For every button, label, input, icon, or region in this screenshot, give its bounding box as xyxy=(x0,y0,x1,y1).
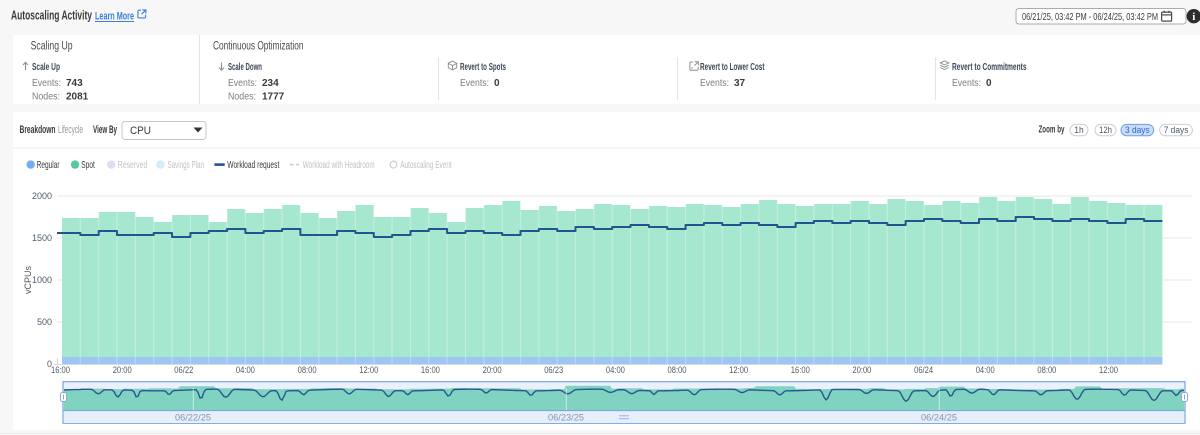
svg-text:06/22: 06/22 xyxy=(174,365,193,375)
svg-text:1500: 1500 xyxy=(32,233,52,243)
svg-text:20:00: 20:00 xyxy=(483,365,502,375)
svg-text:Zoom by: Zoom by xyxy=(1039,125,1065,136)
svg-text:16:00: 16:00 xyxy=(421,365,440,375)
svg-text:06/24/25: 06/24/25 xyxy=(921,412,957,423)
svg-text:7 days: 7 days xyxy=(1164,125,1189,136)
svg-text:Workload request: Workload request xyxy=(227,160,279,171)
svg-text:08:00: 08:00 xyxy=(298,365,317,375)
svg-text:04:00: 04:00 xyxy=(606,365,625,375)
svg-text:12:00: 12:00 xyxy=(729,365,748,375)
svg-text:Lifecycle: Lifecycle xyxy=(58,124,83,136)
svg-text:0: 0 xyxy=(494,78,500,89)
svg-text:04:00: 04:00 xyxy=(236,365,255,375)
svg-text:Continuous Optimization: Continuous Optimization xyxy=(213,40,304,52)
svg-text:Spot: Spot xyxy=(81,160,95,171)
svg-text:12h: 12h xyxy=(1099,125,1112,136)
svg-text:Revert to Lower Cost: Revert to Lower Cost xyxy=(700,61,765,73)
svg-text:Regular: Regular xyxy=(37,160,60,171)
svg-text:06/23: 06/23 xyxy=(544,365,563,375)
svg-text:View By: View By xyxy=(93,124,117,136)
svg-text:Savings Plan: Savings Plan xyxy=(168,160,205,171)
svg-text:Events:: Events: xyxy=(32,78,61,89)
svg-text:04:00: 04:00 xyxy=(976,365,995,375)
svg-text:Nodes:: Nodes: xyxy=(228,92,256,103)
svg-text:234: 234 xyxy=(262,78,279,89)
svg-text:Scale Down: Scale Down xyxy=(228,61,262,73)
svg-text:vCPUs: vCPUs xyxy=(23,266,33,295)
svg-text:16:00: 16:00 xyxy=(791,365,810,375)
svg-text:16:00: 16:00 xyxy=(51,365,70,375)
svg-text:Autoscaling Activity: Autoscaling Activity xyxy=(11,8,93,23)
svg-text:Scaling Up: Scaling Up xyxy=(31,40,73,52)
svg-text:2000: 2000 xyxy=(32,191,52,201)
svg-text:Nodes:: Nodes: xyxy=(32,92,60,103)
svg-text:0: 0 xyxy=(986,78,992,89)
svg-text:37: 37 xyxy=(734,78,746,89)
svg-text:Events:: Events: xyxy=(460,78,489,89)
svg-text:08:00: 08:00 xyxy=(1037,365,1056,375)
svg-text:Workload with Headroom: Workload with Headroom xyxy=(303,160,375,171)
svg-text:Revert to Spots: Revert to Spots xyxy=(460,61,506,73)
svg-text:2081: 2081 xyxy=(66,92,89,103)
svg-text:0: 0 xyxy=(47,359,52,369)
svg-text:1h: 1h xyxy=(1074,125,1083,136)
svg-text:i: i xyxy=(1192,11,1195,23)
svg-text:Scale Up: Scale Up xyxy=(32,61,60,73)
svg-text:Revert to Commitments: Revert to Commitments xyxy=(952,61,1027,73)
svg-text:06/23/25: 06/23/25 xyxy=(548,412,584,423)
svg-text:Events:: Events: xyxy=(700,78,729,89)
svg-text:Events:: Events: xyxy=(228,78,257,89)
svg-text:Events:: Events: xyxy=(952,78,981,89)
svg-text:06/22/25: 06/22/25 xyxy=(175,412,211,423)
svg-text:12:00: 12:00 xyxy=(1099,365,1118,375)
svg-text:1777: 1777 xyxy=(262,92,285,103)
svg-text:CPU: CPU xyxy=(130,125,151,137)
svg-text:06/21/25, 03:42 PM - 06/24/25,: 06/21/25, 03:42 PM - 06/24/25, 03:42 PM xyxy=(1022,11,1158,23)
svg-text:3 days: 3 days xyxy=(1125,125,1150,136)
svg-text:Breakdown: Breakdown xyxy=(20,124,56,136)
svg-text:743: 743 xyxy=(66,78,83,89)
svg-text:1000: 1000 xyxy=(32,275,52,285)
svg-text:06/24: 06/24 xyxy=(914,365,933,375)
svg-text:12:00: 12:00 xyxy=(359,365,378,375)
svg-text:08:00: 08:00 xyxy=(668,365,687,375)
svg-text:Reserved: Reserved xyxy=(118,160,148,171)
svg-text:20:00: 20:00 xyxy=(852,365,871,375)
svg-text:500: 500 xyxy=(37,317,52,327)
svg-text:20:00: 20:00 xyxy=(113,365,132,375)
svg-text:Learn More: Learn More xyxy=(95,11,134,23)
svg-text:Autoscaling Event: Autoscaling Event xyxy=(400,160,452,171)
